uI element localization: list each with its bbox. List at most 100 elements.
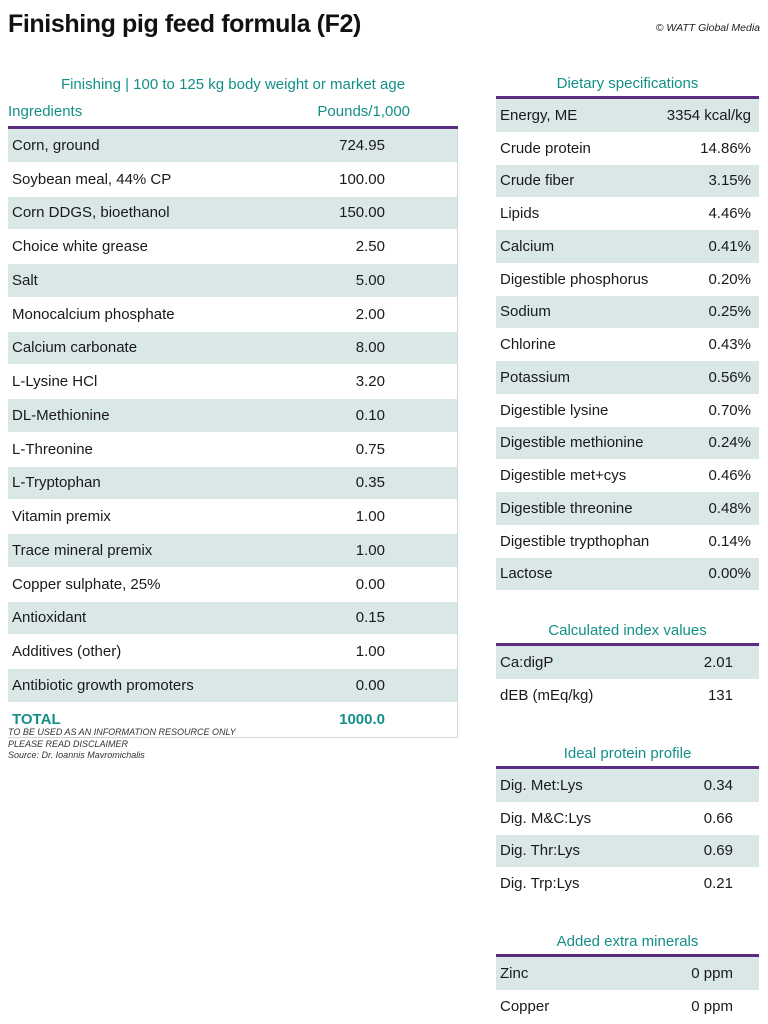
total-value: 1000.0 xyxy=(339,710,385,728)
ingredient-value: 5.00 xyxy=(355,271,385,289)
ingredient-name: Copper sulphate, 25% xyxy=(12,575,161,593)
dietary-name: Crude fiber xyxy=(500,172,575,190)
ingredients-panel: Finishing | 100 to 125 kg body weight or… xyxy=(8,72,458,738)
table-row: Potassium 0.56% xyxy=(496,361,759,394)
protein-value: 0.69 xyxy=(703,842,733,860)
dietary-value: 0.46% xyxy=(708,467,751,485)
ingredient-value: 0.75 xyxy=(355,440,385,458)
table-row: Chlorine 0.43% xyxy=(496,328,759,361)
dietary-name: Digestible met+cys xyxy=(500,467,627,485)
ingredient-value: 0.00 xyxy=(355,676,385,694)
ideal-protein-panel: Ideal protein profile Dig. Met:Lys 0.34 Di… xyxy=(496,742,759,900)
dietary-value: 0.00% xyxy=(708,565,751,583)
protein-name: Dig. Met:Lys xyxy=(500,776,583,794)
ingredient-value: 3.20 xyxy=(355,373,385,391)
dietary-value: 0.25% xyxy=(708,303,751,321)
dietary-name: Digestible threonine xyxy=(500,499,633,517)
ingredient-value: 0.35 xyxy=(355,474,385,492)
table-row: Monocalcium phosphate 2.00 xyxy=(8,298,457,332)
protein-value: 0.34 xyxy=(703,776,733,794)
table-row: Digestible trypthophan 0.14% xyxy=(496,525,759,558)
ingredient-name: Corn DDGS, bioethanol xyxy=(12,204,170,222)
minerals-title: Added extra minerals xyxy=(496,930,759,957)
ingredient-value: 150.00 xyxy=(339,204,385,222)
ingredient-name: Choice white grease xyxy=(12,238,148,256)
table-row: Corn DDGS, bioethanol 150.00 xyxy=(8,196,457,231)
minerals-value: 0 ppm xyxy=(691,997,733,1015)
dietary-name: Energy, ME xyxy=(500,106,578,124)
dietary-value: 14.86% xyxy=(700,139,751,157)
ingredient-value: 1.00 xyxy=(355,643,385,661)
dietary-value: 0.56% xyxy=(708,368,751,386)
index-value: 2.01 xyxy=(703,653,733,671)
dietary-value: 3.15% xyxy=(708,172,751,190)
table-row: Sodium 0.25% xyxy=(496,295,759,329)
page-title: Finishing pig feed formula (F2) xyxy=(8,10,361,38)
table-row: Calcium 0.41% xyxy=(496,230,759,263)
table-row: Dig. M&C:Lys 0.66 xyxy=(496,802,759,835)
ingredient-value: 0.00 xyxy=(355,575,385,593)
ingredient-value: 0.15 xyxy=(355,609,385,627)
dietary-name: Calcium xyxy=(500,237,555,255)
protein-value: 0.66 xyxy=(703,809,733,827)
ingredient-value: 0.10 xyxy=(355,406,385,424)
dietary-name: Lactose xyxy=(500,565,553,583)
index-table: Ca:digP 2.01 dEB (mEq/kg) 131 xyxy=(496,646,759,712)
col-pounds: Pounds/1,000 xyxy=(317,103,410,120)
minerals-name: Copper xyxy=(500,997,550,1015)
dietary-name: Digestible phosphorus xyxy=(500,270,649,288)
dietary-name: Digestible lysine xyxy=(500,401,609,419)
total-row: TOTAL 1000.0 xyxy=(8,703,457,737)
ingredient-name: Vitamin premix xyxy=(12,508,111,526)
table-row: Vitamin premix 1.00 xyxy=(8,500,457,534)
table-row: L-Tryptophan 0.35 xyxy=(8,466,457,501)
table-row: Energy, ME 3354 kcal/kg xyxy=(496,99,759,132)
minerals-table: Zinc 0 ppm Copper 0 ppm xyxy=(496,957,759,1023)
total-label: TOTAL xyxy=(12,710,61,728)
protein-table: Dig. Met:Lys 0.34 Dig. M&C:Lys 0.66 Dig. Thr… xyxy=(496,769,759,900)
table-row: Salt 5.00 xyxy=(8,264,457,298)
dietary-value: 0.70% xyxy=(708,401,751,419)
table-row: Copper sulphate, 25% 0.00 xyxy=(8,568,457,602)
protein-title: Ideal protein profile xyxy=(496,742,759,769)
ingredient-value: 1.00 xyxy=(355,541,385,559)
dietary-name: Lipids xyxy=(500,205,540,223)
ingredient-name: Soybean meal, 44% CP xyxy=(12,170,172,188)
index-name: Ca:digP xyxy=(500,653,554,671)
table-row: Antioxidant 0.15 xyxy=(8,601,457,636)
index-values-panel: Calculated index values Ca:digP 2.01 dEB (… xyxy=(496,619,759,712)
table-row: L-Lysine HCl 3.20 xyxy=(8,365,457,399)
table-row: Ca:digP 2.01 xyxy=(496,646,759,679)
table-row: Dig. Met:Lys 0.34 xyxy=(496,769,759,802)
dietary-value: 0.14% xyxy=(708,532,751,550)
table-row: Antibiotic growth promoters 0.00 xyxy=(8,669,457,703)
protein-name: Dig. Trp:Lys xyxy=(500,875,580,893)
credit-line: © WATT Global Media xyxy=(655,22,760,34)
ingredient-value: 724.95 xyxy=(339,136,385,154)
ingredient-name: Trace mineral premix xyxy=(12,541,153,559)
dietary-table: Energy, ME 3354 kcal/kg Crude protein 14.86… xyxy=(496,99,759,591)
table-row: Lipids 4.46% xyxy=(496,197,759,230)
protein-name: Dig. Thr:Lys xyxy=(500,842,581,860)
table-row: Choice white grease 2.50 xyxy=(8,230,457,264)
table-row: Lactose 0.00% xyxy=(496,557,759,591)
ingredients-table: Corn, ground 724.95 Soybean meal, 44% CP 10… xyxy=(8,129,458,738)
dietary-title: Dietary specifications xyxy=(496,72,759,99)
dietary-value: 0.20% xyxy=(708,270,751,288)
index-name: dEB (mEq/kg) xyxy=(500,686,594,704)
extra-minerals-panel: Added extra minerals Zinc 0 ppm Copper 0 pp… xyxy=(496,930,759,1023)
minerals-value: 0 ppm xyxy=(691,964,733,982)
protein-value: 0.21 xyxy=(703,875,733,893)
ingredient-name: Salt xyxy=(12,271,38,289)
col-ingredients: Ingredients xyxy=(8,103,83,120)
table-row: dEB (mEq/kg) 131 xyxy=(496,679,759,712)
dietary-name: Sodium xyxy=(500,303,551,321)
table-row: Calcium carbonate 8.00 xyxy=(8,331,457,366)
ingredient-value: 100.00 xyxy=(339,170,385,188)
index-value: 131 xyxy=(707,686,733,704)
ingredients-caption: Finishing | 100 to 125 kg body weight or… xyxy=(60,76,406,93)
ingredient-name: Additives (other) xyxy=(12,643,122,661)
ingredient-value: 2.00 xyxy=(355,305,385,323)
ingredient-name: DL-Methionine xyxy=(12,406,110,424)
table-row: Copper 0 ppm xyxy=(496,990,759,1023)
